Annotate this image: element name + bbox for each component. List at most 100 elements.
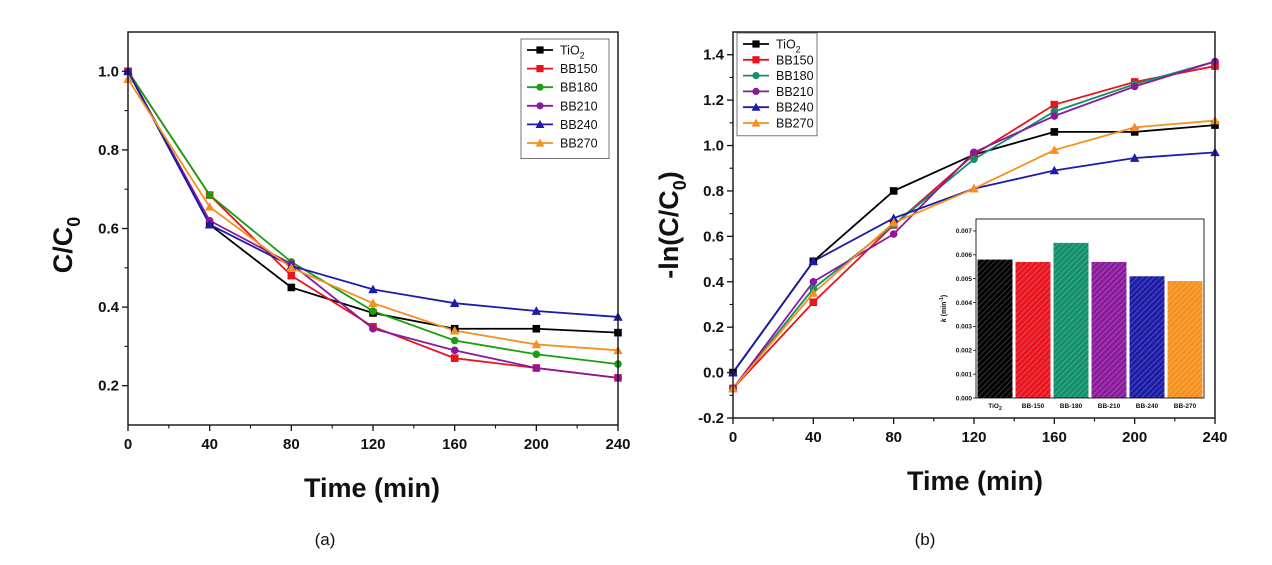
legend-marker [752,72,760,80]
y-tick-label: 1.4 [703,47,725,64]
y-tick-label: 0.4 [703,274,725,291]
inset-category-label: BB-240 [1136,403,1159,410]
data-point-bb210 [1050,112,1059,120]
data-point-bb240 [808,256,819,266]
legend-entry-bb150: BB150 [560,62,598,76]
panel-a-x-axis-title: Time (min) [304,473,440,503]
data-point-bb180 [205,191,214,199]
y-title-sub: 0 [64,217,84,227]
data-point-bb240 [204,219,215,229]
y-tick-label: 0.2 [703,319,724,336]
data-point-bb270 [969,183,979,193]
legend-marker [752,87,760,95]
inset-bar-bb-150 [1015,261,1051,398]
x-tick-label: 240 [605,436,630,453]
legend-entry-bb150: BB150 [776,53,814,67]
panel-b-x-ticks: 0 40 80 120 160 200 240 [729,418,1228,446]
data-point-bb240 [531,306,542,315]
panel-b-y-ticks: -0.2 0.0 0.2 0.4 0.6 0.8 1.0 1.2 1.4 [698,47,733,427]
legend-marker [751,102,761,111]
inset-y-tick-label: 0.006 [956,252,973,259]
legend-entry-bb240: BB240 [560,118,598,132]
legend-marker [536,102,544,110]
data-point-bb150 [287,271,296,280]
data-point-bb180 [532,350,541,359]
x-tick-label: 120 [961,429,986,446]
legend-marker [752,56,760,64]
data-point-bb210 [970,148,978,157]
inset-bar-bb-270 [1167,281,1203,398]
inset-category-label: BB-150 [1022,403,1045,410]
y-tick-label: 0.6 [98,221,119,238]
legend-entry-bb210: BB210 [560,99,598,113]
inset-category-label: BB-270 [1174,403,1197,410]
data-point-bb210 [450,346,459,355]
x-tick-label: 40 [201,436,218,453]
inset-y-axis-title: k (min-1) [939,295,948,322]
x-tick-label: 0 [729,429,737,446]
x-tick-label: 40 [805,429,822,446]
legend-entry-tio: TiO2 [776,38,801,55]
legend-box [520,38,610,159]
data-point-tio [1130,128,1139,136]
inset-bar-bb-180 [1053,242,1089,398]
y-tick-label: 0.2 [98,378,119,395]
x-tick-label: 200 [1122,429,1147,446]
panel-b-x-axis-title: Time (min) [907,466,1043,496]
x-tick-label: 120 [360,436,385,453]
y-title-main: C/C [48,227,78,274]
legend-marker [536,83,544,91]
data-point-bb270 [808,288,819,297]
panel-a-x-ticks: 0 40 80 120 160 200 240 [124,425,631,453]
data-point-bb270 [449,325,460,335]
y-title-sub: 0 [670,180,690,190]
data-point-bb210 [1130,82,1139,91]
x-tick-label: 160 [1042,429,1067,446]
data-point-bb210 [532,364,541,372]
panel-a-y-ticks: 0.2 0.4 0.6 0.8 1.0 [98,63,128,395]
data-point-bb150 [450,354,459,362]
legend-entry-tio: TiO2 [560,44,585,61]
data-point-bb240 [449,298,460,307]
legend-marker [751,118,761,127]
data-point-bb150 [809,298,818,306]
inset-bar-tio2 [977,259,1013,398]
data-point-tio [287,283,296,292]
data-point-bb210 [809,277,818,286]
data-point-bb240 [1049,165,1060,175]
data-point-bb270 [1049,145,1060,154]
data-point-bb240 [1129,153,1140,162]
data-point-bb270 [204,202,215,211]
data-point-bb180 [970,155,978,163]
data-point-bb270 [531,339,542,349]
y-tick-label: 1.0 [98,63,119,80]
data-point-bb270 [368,298,378,307]
panel-a-markers [123,66,623,382]
data-point-bb240 [888,213,899,222]
inset-y-tick-label: 0.004 [956,300,973,307]
legend-marker [536,65,544,73]
panel-a: 0 40 80 120 160 200 240 0.20.40.60.81.0 TiO2BB… [48,31,631,549]
panel-a-caption: (a) [315,530,336,549]
x-tick-label: 160 [442,436,467,453]
inset-bar-bb-240 [1129,276,1165,398]
data-point-tio [532,324,541,333]
y-tick-label: -0.2 [698,410,724,427]
x-tick-label: 80 [283,436,300,453]
legend-entry-bb210: BB210 [776,85,814,99]
x-tick-label: 80 [885,429,902,446]
inset-y-tick-label: 0.003 [956,324,973,331]
legend-marker [535,138,545,147]
data-point-bb240 [368,284,378,294]
legend-entry-bb180: BB180 [560,81,598,95]
y-tick-label: 0.6 [703,228,724,245]
data-point-bb150 [1050,100,1059,109]
x-tick-label: 0 [124,436,132,453]
data-point-bb210 [369,324,377,333]
legend-entry-bb240: BB240 [776,101,814,115]
data-point-bb210 [889,230,898,238]
data-point-bb270 [888,217,899,227]
panel-b-inset-bar-chart: TiO2 BB-150 BB-180 BB-210 BB-240 BB-270 0.000 0… [934,215,1208,416]
data-point-bb180 [369,307,377,315]
